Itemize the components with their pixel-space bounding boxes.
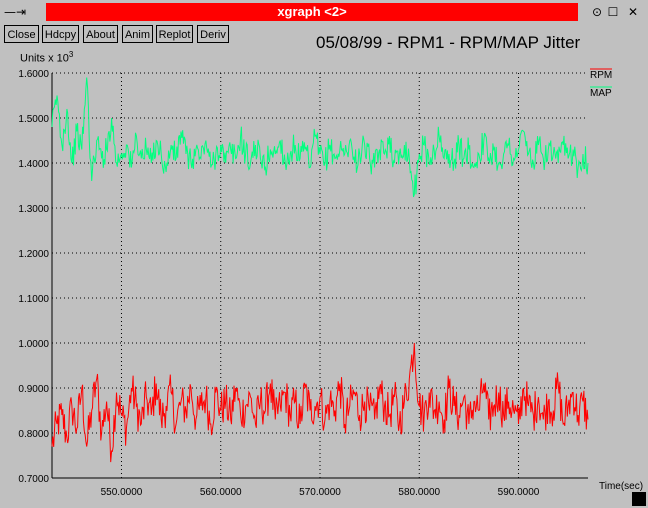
deriv-button[interactable]: Deriv [197, 25, 229, 43]
minimize-icon[interactable]: ⊙ [591, 5, 603, 19]
y-tick-label: 1.4000 [18, 159, 49, 170]
window-menu-icon[interactable]: —⇥ [4, 5, 27, 19]
y-tick-label: 0.8000 [18, 429, 49, 440]
window-title: xgraph <2> [46, 3, 578, 21]
resize-grip-icon[interactable] [632, 492, 646, 506]
replot-button[interactable]: Replot [156, 25, 193, 43]
x-tick-label: 570.0000 [299, 487, 341, 498]
close-button[interactable]: Close [4, 25, 39, 43]
y-tick-label: 1.2000 [18, 249, 49, 260]
y-tick-label: 1.6000 [18, 69, 49, 80]
y-units-label: Units x 103 [20, 50, 73, 65]
y-tick-label: 1.5000 [18, 114, 49, 125]
x-tick-label: 550.0000 [101, 487, 143, 498]
about-button[interactable]: About [83, 25, 118, 43]
units-exponent: 3 [68, 50, 74, 59]
x-tick-label: 590.0000 [498, 487, 540, 498]
y-tick-label: 0.7000 [18, 474, 49, 485]
units-text: Units x 10 [20, 52, 69, 65]
close-icon[interactable]: ✕ [627, 5, 639, 19]
series-line-rpm [51, 342, 589, 463]
y-tick-label: 1.1000 [18, 294, 49, 305]
y-tick-label: 1.0000 [18, 339, 49, 350]
x-axis-label: Time(sec) [599, 481, 644, 492]
maximize-icon[interactable]: ☐ [607, 5, 619, 19]
y-tick-label: 0.9000 [18, 384, 49, 395]
series-line-map [51, 77, 589, 198]
y-tick-label: 1.3000 [18, 204, 49, 215]
chart-title: 05/08/99 - RPM1 - RPM/MAP Jitter [316, 33, 581, 52]
x-tick-label: 560.0000 [200, 487, 242, 498]
legend-label-map: MAP [590, 88, 612, 99]
window-titlebar: —⇥ xgraph <2> ⊙ ☐ ✕ [0, 0, 648, 24]
legend-label-rpm: RPM [590, 70, 613, 81]
hdcpy-button[interactable]: Hdcpy [42, 25, 79, 43]
x-tick-label: 580.0000 [398, 487, 440, 498]
anim-button[interactable]: Anim [122, 25, 153, 43]
